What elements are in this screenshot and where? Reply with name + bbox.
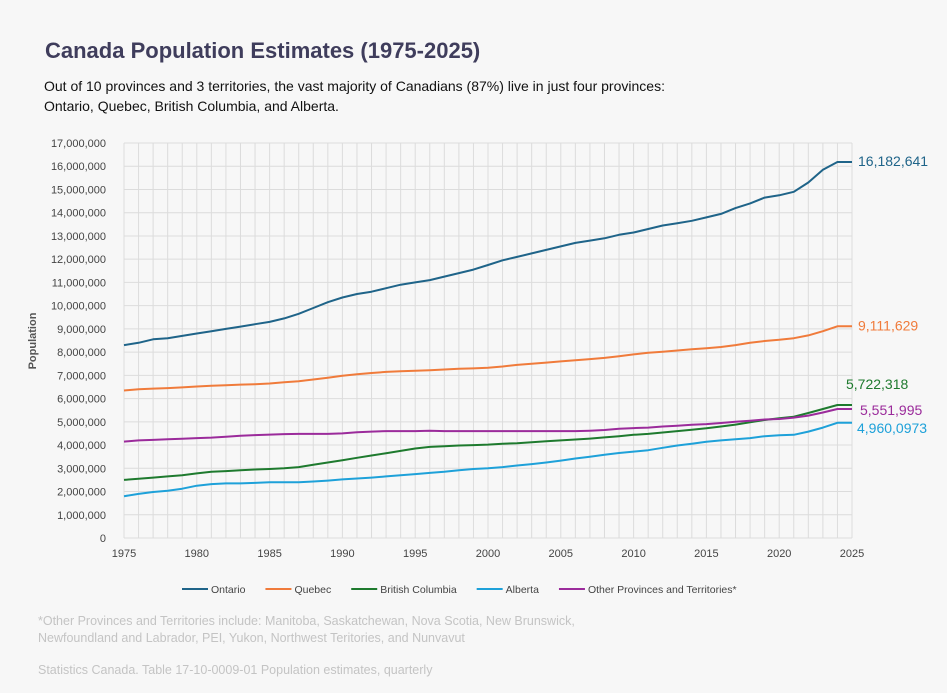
y-tick-label: 15,000,000 — [51, 184, 106, 196]
legend-label: Quebec — [294, 584, 331, 596]
x-tick-label: 2025 — [840, 548, 864, 560]
y-tick-label: 4,000,000 — [57, 440, 106, 452]
end-value-label: 4,960,0973 — [857, 420, 927, 436]
x-axis-ticks: 1975 1980 1985 1990 1995 2000 2005 2010 2015 2020… — [112, 548, 864, 560]
y-tick-label: 2,000,000 — [57, 487, 106, 499]
end-value-label: 16,182,641 — [858, 153, 928, 169]
x-tick-label: 1995 — [403, 548, 427, 560]
y-tick-label: 16,000,000 — [51, 161, 106, 173]
x-tick-label: 2000 — [476, 548, 500, 560]
series-line-other-provinces-and-territories- — [123, 408, 852, 443]
chart-title: Canada Population Estimates (1975-2025) — [45, 38, 481, 63]
end-value-label: 5,551,995 — [860, 402, 922, 418]
x-tick-label: 2015 — [694, 548, 718, 560]
series-lines — [123, 161, 852, 498]
y-tick-label: 1,000,000 — [57, 510, 106, 522]
y-axis-ticks: 0 1,000,000 2,000,000 3,000,000 4,000,000 5,0… — [51, 138, 106, 545]
source-note: Statistics Canada. Table 17-10-0009-01 P… — [38, 663, 433, 677]
y-tick-label: 13,000,000 — [51, 231, 106, 243]
x-tick-label: 2005 — [549, 548, 573, 560]
y-tick-label: 6,000,000 — [57, 394, 106, 406]
y-tick-label: 3,000,000 — [57, 463, 106, 475]
x-tick-label: 2010 — [621, 548, 645, 560]
legend-label: Ontario — [211, 584, 246, 596]
series-line-ontario — [123, 161, 852, 347]
y-tick-label: 5,000,000 — [57, 417, 106, 429]
y-tick-label: 9,000,000 — [57, 324, 106, 336]
y-tick-label: 11,000,000 — [52, 277, 106, 289]
end-value-label: 5,722,318 — [846, 376, 908, 392]
y-tick-label: 10,000,000 — [51, 301, 106, 313]
x-tick-label: 1990 — [330, 548, 354, 560]
x-tick-label: 1980 — [185, 548, 209, 560]
series-line-british-columbia — [123, 404, 852, 481]
series-line-alberta — [123, 421, 852, 498]
chart-subtitle: Out of 10 provinces and 3 territories, t… — [44, 78, 665, 114]
y-tick-label: 12,000,000 — [51, 254, 106, 266]
x-tick-label: 1975 — [112, 548, 136, 560]
y-tick-label: 0 — [100, 533, 106, 545]
series-line-quebec — [123, 325, 852, 392]
y-tick-label: 8,000,000 — [57, 347, 106, 359]
y-tick-label: 17,000,000 — [51, 138, 106, 150]
x-tick-label: 1985 — [257, 548, 281, 560]
x-tick-label: 2020 — [767, 548, 791, 560]
legend-label: Alberta — [506, 584, 539, 596]
end-value-label: 9,111,629 — [858, 317, 918, 333]
legend-label: Other Provinces and Territories* — [588, 584, 737, 596]
grid — [123, 142, 853, 539]
legend: Ontario Quebec British Columbia Alberta Othe… — [182, 584, 737, 596]
y-tick-label: 7,000,000 — [57, 370, 106, 382]
legend-label: British Columbia — [380, 584, 457, 596]
y-tick-label: 14,000,000 — [51, 208, 106, 220]
end-labels: 16,182,641 9,111,629 5,722,318 4,960,0973 5,… — [846, 153, 928, 436]
footnote: *Other Provinces and Territories include… — [38, 614, 575, 645]
y-axis-label: Population — [27, 312, 39, 369]
